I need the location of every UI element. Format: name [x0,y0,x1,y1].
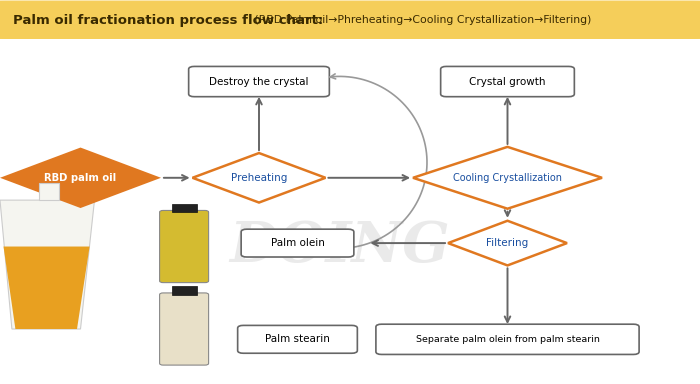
FancyBboxPatch shape [376,324,639,354]
FancyBboxPatch shape [188,66,329,97]
Text: Separate palm olein from palm stearin: Separate palm olein from palm stearin [416,335,599,344]
FancyBboxPatch shape [172,204,197,212]
Text: Palm stearin: Palm stearin [265,334,330,344]
Text: Crystal growth: Crystal growth [469,76,546,86]
Text: Palm olein: Palm olein [271,238,324,248]
Polygon shape [413,147,602,209]
FancyBboxPatch shape [0,1,700,38]
Text: (RBD Palm oil→Phreheating→Cooling Crystallization→Filtering): (RBD Palm oil→Phreheating→Cooling Crysta… [251,15,591,25]
Text: Cooling Crystallization: Cooling Crystallization [453,173,562,183]
Polygon shape [0,147,161,208]
FancyBboxPatch shape [172,286,197,295]
Polygon shape [0,200,94,329]
FancyBboxPatch shape [160,210,209,283]
FancyBboxPatch shape [160,293,209,365]
FancyBboxPatch shape [441,66,574,97]
Polygon shape [4,247,90,329]
Text: RBD palm oil: RBD palm oil [44,173,117,183]
FancyBboxPatch shape [38,183,60,200]
Text: Filtering: Filtering [486,238,528,248]
FancyBboxPatch shape [241,229,354,257]
Polygon shape [193,153,326,202]
Text: Palm oil fractionation process flow chart:: Palm oil fractionation process flow char… [13,14,323,26]
Text: Destroy the crystal: Destroy the crystal [209,76,309,86]
FancyBboxPatch shape [237,325,357,353]
Polygon shape [448,221,567,265]
Text: Preheating: Preheating [231,173,287,183]
Text: DOING: DOING [229,219,450,274]
